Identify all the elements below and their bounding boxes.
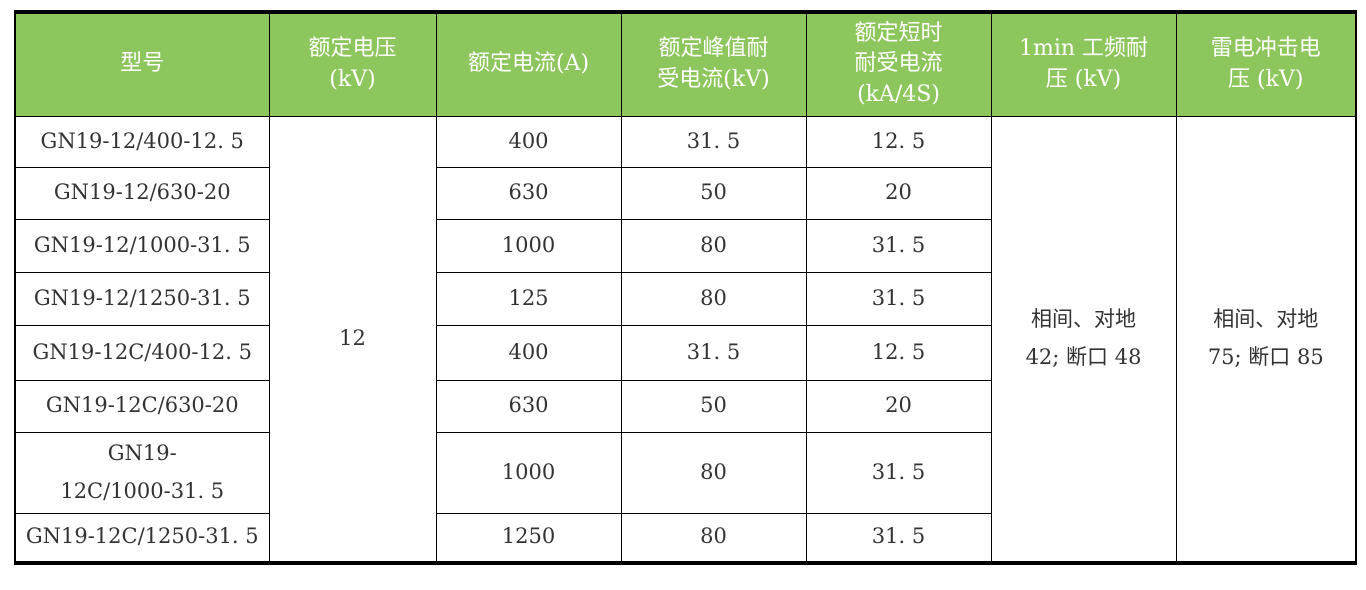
cell-model: GN19-12C/630-20: [14, 379, 270, 433]
cell-power-frequency-withstand-merged: 相间、对地 42; 断口 48: [990, 115, 1177, 564]
table-row: GN19-12C/630-20 630 50 20: [14, 379, 1356, 433]
cell-short-time-current: 31. 5: [805, 271, 992, 326]
table-row: GN19-12/400-12. 5 12 400 31. 5 12. 5 相间、…: [14, 115, 1357, 564]
cell-peak-withstand-current: 50: [620, 166, 807, 220]
cell-rated-voltage-merged: 12: [268, 115, 437, 564]
cell-model: GN19-12C/1250-31. 5: [14, 512, 270, 564]
col-header-rated-voltage: 额定电压 (kV): [268, 11, 437, 117]
table-row: GN19-12/1000-31. 5 1000 80 31. 5: [14, 218, 1356, 273]
col-header-rated-current: 额定电流(A): [435, 11, 622, 117]
cell-model: GN19-12C/400-12. 5: [14, 324, 270, 381]
cell-short-time-current: 31. 5: [805, 431, 992, 514]
cell-model: GN19-12/1250-31. 5: [14, 271, 270, 326]
cell-short-time-current: 20: [805, 166, 992, 220]
cell-rated-current: 1250: [435, 512, 622, 564]
col-header-lightning-impulse: 雷电冲击电 压 (kV): [1175, 11, 1357, 117]
spec-table: 型号 额定电压 (kV) 额定电流(A) 额定峰值耐 受电流(kV) 额定短时 …: [14, 10, 1357, 565]
cell-peak-withstand-current: 80: [620, 512, 807, 564]
cell-model: GN19-12/630-20: [14, 166, 270, 220]
cell-peak-withstand-current: 50: [620, 379, 807, 433]
col-header-power-frequency-withstand: 1min 工频耐 压 (kV): [990, 11, 1177, 117]
cell-model: GN19-12/400-12. 5: [14, 115, 270, 168]
header-row: 型号 额定电压 (kV) 额定电流(A) 额定峰值耐 受电流(kV) 额定短时 …: [14, 11, 1357, 117]
cell-lightning-impulse-merged: 相间、对地 75; 断口 85: [1175, 115, 1357, 564]
cell-peak-withstand-current: 31. 5: [620, 324, 807, 381]
cell-model: GN19-12/1000-31. 5: [14, 218, 270, 273]
table-row: GN19-12C/400-12. 5 400 31. 5 12. 5: [14, 324, 1356, 381]
cell-rated-current: 400: [435, 115, 622, 168]
cell-peak-withstand-current: 80: [620, 431, 807, 514]
table-row: GN19-12C/1250-31. 5 1250 80 31. 5: [14, 512, 1356, 564]
table-row: GN19-12/1250-31. 5 125 80 31. 5: [14, 271, 1356, 326]
cell-rated-current: 630: [435, 379, 622, 433]
cell-peak-withstand-current: 31. 5: [620, 115, 807, 168]
cell-rated-current: 1000: [435, 431, 622, 514]
cell-rated-current: 125: [435, 271, 622, 326]
col-header-short-time-current: 额定短时 耐受电流 (kA/4S): [805, 11, 992, 117]
cell-short-time-current: 31. 5: [805, 218, 992, 273]
cell-short-time-current: 31. 5: [805, 512, 992, 564]
cell-rated-current: 400: [435, 324, 622, 381]
col-header-model: 型号: [14, 11, 270, 117]
table-row: GN19- 12C/1000-31. 5 1000 80 31. 5: [14, 431, 1356, 514]
cell-peak-withstand-current: 80: [620, 271, 807, 326]
col-header-peak-withstand-current: 额定峰值耐 受电流(kV): [620, 11, 807, 117]
cell-short-time-current: 20: [805, 379, 992, 433]
cell-short-time-current: 12. 5: [805, 115, 992, 168]
cell-short-time-current: 12. 5: [805, 324, 992, 381]
cell-peak-withstand-current: 80: [620, 218, 807, 273]
cell-rated-current: 1000: [435, 218, 622, 273]
cell-rated-current: 630: [435, 166, 622, 220]
cell-model: GN19- 12C/1000-31. 5: [14, 431, 270, 514]
